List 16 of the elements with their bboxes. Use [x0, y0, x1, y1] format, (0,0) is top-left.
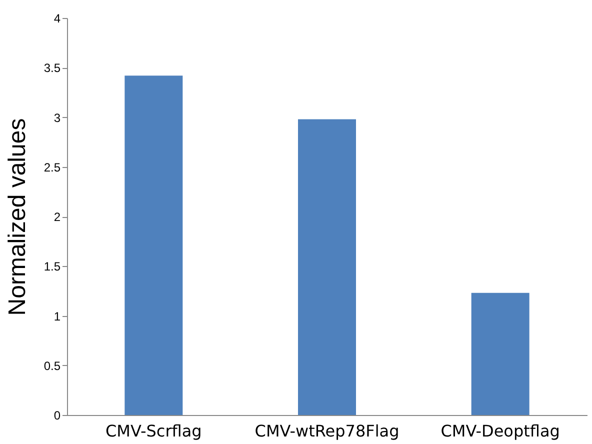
y-tick-label: 3.5	[44, 61, 61, 76]
x-tick-label: CMV-Scrflag	[106, 422, 202, 440]
x-tick-label: CMV-wtRep78Flag	[254, 422, 400, 440]
bar	[471, 292, 530, 415]
x-tick-label: CMV-Deoptflag	[440, 422, 560, 440]
y-axis-title: Normalized values	[4, 118, 31, 316]
bar	[298, 119, 356, 415]
y-tick-label: 0.5	[44, 358, 61, 373]
y-tick-label: 2.5	[44, 160, 61, 174]
y-tick-label: 1	[54, 309, 61, 324]
y-tick-label: 4	[54, 12, 61, 26]
y-tick-label: 0	[54, 408, 61, 422]
y-tick-label: 3	[54, 110, 61, 125]
y-tick-label: 2	[54, 210, 61, 224]
bar	[124, 76, 183, 415]
y-tick-label: 1.5	[44, 260, 61, 274]
